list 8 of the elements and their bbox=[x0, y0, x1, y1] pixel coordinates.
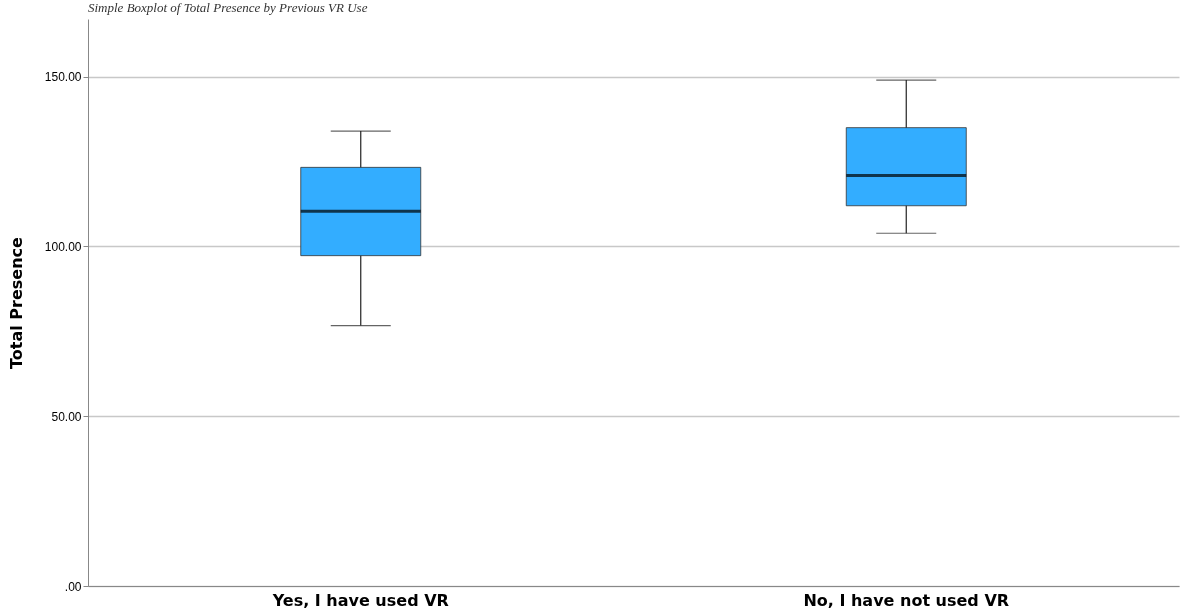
x-tick-label: No, I have not used VR bbox=[803, 590, 1010, 610]
y-axis-title: Total Presence bbox=[6, 236, 26, 369]
x-tick-label: Yes, I have used VR bbox=[271, 590, 449, 610]
y-tick-label: 50.00 bbox=[51, 409, 82, 424]
y-tick-label: .00 bbox=[64, 579, 82, 594]
y-tick-label: 150.00 bbox=[44, 70, 82, 85]
chart-title: Simple Boxplot of Total Presence by Previous VR Use bbox=[88, 0, 368, 15]
y-tick-label: 100.00 bbox=[44, 239, 82, 254]
